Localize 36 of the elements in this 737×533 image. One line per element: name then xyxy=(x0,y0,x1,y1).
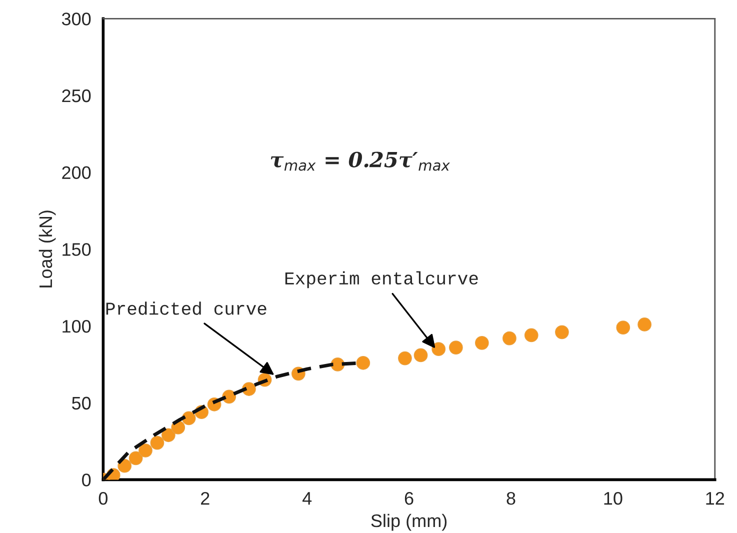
point xyxy=(138,444,152,458)
y-tick-label: 150 xyxy=(62,243,91,256)
point xyxy=(474,336,489,350)
point xyxy=(356,356,370,370)
point xyxy=(555,325,569,340)
point xyxy=(432,342,446,356)
x-tick-label: 8 xyxy=(506,492,516,505)
point xyxy=(616,320,630,334)
annotation: Predicted curve xyxy=(106,302,266,315)
point xyxy=(524,328,538,342)
y-axis-title: Load (kN) xyxy=(38,210,56,288)
y-tick-label: 100 xyxy=(62,320,91,333)
y-tick-label: 50 xyxy=(72,396,91,410)
annotation: τ$_{max}$ = 0.25τ′$_{max}$ xyxy=(270,152,450,171)
point xyxy=(398,351,412,366)
point xyxy=(638,318,652,332)
point xyxy=(161,428,176,442)
x-tick-label: 10 xyxy=(604,492,622,505)
y-tick-label: 200 xyxy=(62,166,91,180)
x-tick-label: 6 xyxy=(404,492,414,505)
x-tick-label: 4 xyxy=(302,492,312,505)
x-tick-label: 12 xyxy=(706,492,724,505)
x-tick-label: 0 xyxy=(98,492,108,505)
point xyxy=(182,411,196,426)
point xyxy=(118,458,132,473)
point xyxy=(128,451,143,466)
point xyxy=(414,348,428,362)
y-tick-label: 300 xyxy=(62,12,91,26)
x-tick-label: 2 xyxy=(201,492,210,505)
point xyxy=(448,340,463,354)
point xyxy=(502,331,516,346)
point xyxy=(150,436,164,450)
x-axis-title: Slip (mm) xyxy=(371,514,447,531)
y-tick-label: 250 xyxy=(62,89,91,102)
y-tick-label: 0 xyxy=(82,474,91,486)
annotation: Experim entalcurve xyxy=(285,271,478,288)
